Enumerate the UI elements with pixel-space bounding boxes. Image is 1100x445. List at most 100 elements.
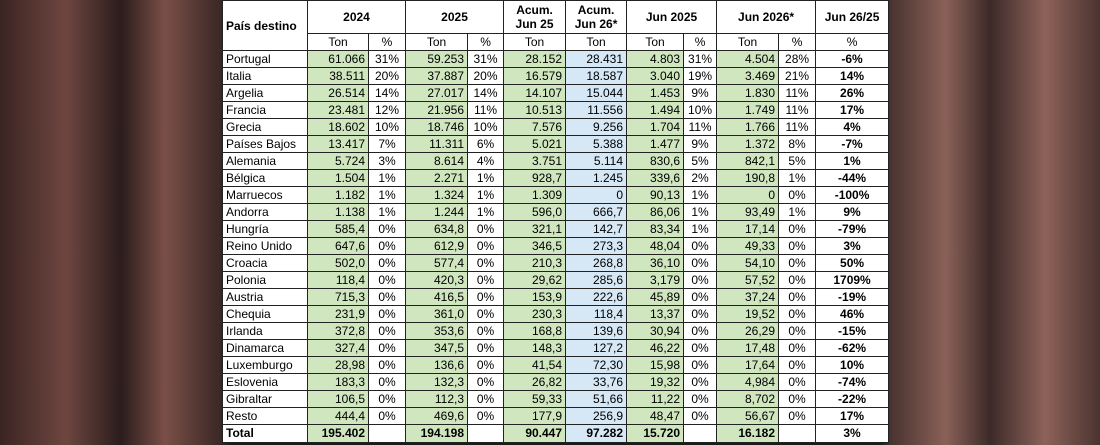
cell: 5.021 [503,135,567,153]
cell: 0% [467,390,505,408]
cell: 0% [467,271,505,289]
cell: 26% [815,84,890,102]
cell: 26,82 [503,373,567,391]
cell [683,424,718,443]
cell: 4,984 [716,373,780,391]
cell: 3% [815,424,890,443]
table-row: Italia 38.511 20% 37.887 20% 16.579 18.587 3.04… [222,67,890,85]
cell: 56,67 [716,407,780,425]
cell: 93,49 [716,203,780,221]
cell [467,424,505,443]
cell: 0% [467,220,505,238]
cell: Bélgica [222,169,308,187]
unit-header: % [367,33,407,51]
table-row: Reino Unido 647,6 0% 612,9 0% 346,5 273,3 48,04… [222,237,890,255]
table-row: Bélgica 1.504 1% 2.271 1% 928,7 1.245 339,6 2% 19… [222,169,890,187]
cell: 28.431 [565,50,628,68]
cell: 666,7 [565,203,628,221]
cell: 1.830 [716,84,780,102]
cell: 5% [778,152,817,170]
table-row: Alemania 5.724 3% 8.614 4% 3.751 5.114 830,6 5% 8… [222,152,890,170]
cell: 321,1 [503,220,567,238]
cell: 48,47 [626,407,685,425]
cell [367,424,407,443]
cell: 11% [683,118,718,136]
cell: 8,702 [716,390,780,408]
cell: 0% [683,373,718,391]
cell: Chequia [222,305,308,323]
cell: 11,22 [626,390,685,408]
cell: 0% [467,322,505,340]
cell: 177,9 [503,407,567,425]
cell: 31% [467,50,505,68]
cell: 83,34 [626,220,685,238]
cell: 339,6 [626,169,685,187]
cell: -62% [815,339,890,357]
cell: 11% [778,84,817,102]
cell: 469,6 [405,407,469,425]
cell: 715,3 [307,288,369,306]
cell: 28.152 [503,50,567,68]
cell: 0% [778,373,817,391]
cell: 444,4 [307,407,369,425]
cell: 0% [683,254,718,272]
cell: Total [222,424,308,443]
cell: 33,76 [565,373,628,391]
cell: -6% [815,50,890,68]
cell: 13,37 [626,305,685,323]
cell: 1709% [815,271,890,289]
cell: 59.253 [405,50,469,68]
cell: 136,6 [405,356,469,374]
cell: 3.751 [503,152,567,170]
cell: 1.138 [307,203,369,221]
cell: 0% [367,407,407,425]
cell: 0% [778,254,817,272]
cell: 26.514 [307,84,369,102]
table-row: Andorra 1.138 1% 1.244 1% 596,0 666,7 86,06 1% 93… [222,203,890,221]
cell: 0% [778,237,817,255]
unit-header: Ton [503,33,567,51]
cell: 14.107 [503,84,567,102]
cell: 1.766 [716,118,780,136]
cell: 168,8 [503,322,567,340]
cell: Hungría [222,220,308,238]
cell: 647,6 [307,237,369,255]
cell: 194.198 [405,424,469,443]
table-row: Chequia 231,9 0% 361,0 0% 230,3 118,4 13,37 0% 19… [222,305,890,323]
cell: 57,52 [716,271,780,289]
cell: 0% [683,271,718,289]
cell: 13.417 [307,135,369,153]
cell: 285,6 [565,271,628,289]
cell: 1.453 [626,84,685,102]
cell: 28,98 [307,356,369,374]
header-row: Ton% Ton% Ton Ton Ton% Ton%% [223,33,890,51]
cell: 0% [467,356,505,374]
table-row: Polonia 118,4 0% 420,3 0% 29,62 285,6 3,179 0% 57… [222,271,890,289]
cell: 5.114 [565,152,628,170]
cell: Portugal [222,50,308,68]
unit-header: % [778,33,817,51]
cell: 1% [778,203,817,221]
cell: 0% [778,339,817,357]
cell: 0% [367,322,407,340]
cell: 86,06 [626,203,685,221]
cell: 127,2 [565,339,628,357]
cell: 51,66 [565,390,628,408]
cell: 1.494 [626,101,685,119]
cell: 0% [467,305,505,323]
column-header: Jun 2026* [716,0,817,34]
cell: -15% [815,322,890,340]
table-row: Marruecos 1.182 1% 1.324 1% 1.309 0 90,13 1% 0 0% -… [222,186,890,204]
cell: Polonia [222,271,308,289]
cell: 0% [683,237,718,255]
table-row: Dinamarca 327,4 0% 347,5 0% 148,3 127,2 46,22 0%… [222,339,890,357]
cell: 1.245 [565,169,628,187]
cell: 0% [778,390,817,408]
cell: 61.066 [307,50,369,68]
column-header: Jun 2025 [626,0,718,34]
cell: 1% [367,203,407,221]
cell: 0% [683,339,718,357]
cell: 18.746 [405,118,469,136]
cell: 0% [778,322,817,340]
cell: 132,3 [405,373,469,391]
